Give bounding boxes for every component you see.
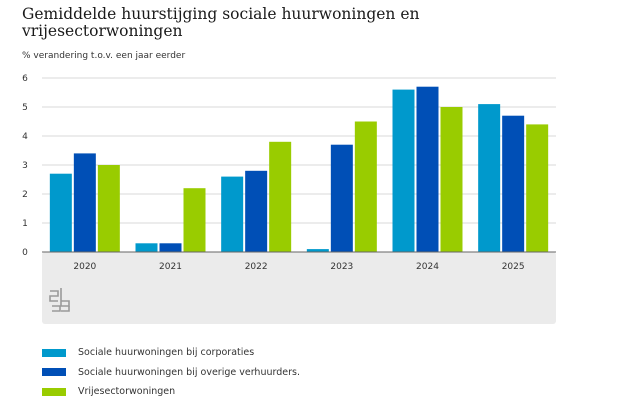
- legend-item: Vrijesectorwoningen: [42, 382, 300, 402]
- bar: [478, 104, 501, 252]
- bar: [392, 89, 415, 252]
- x-axis-panel: [42, 252, 556, 324]
- legend-swatch: [42, 348, 66, 357]
- legend: Sociale huurwoningen bij corporaties Soc…: [42, 343, 300, 402]
- bar: [221, 176, 244, 252]
- y-tick-label: 0: [22, 248, 28, 258]
- x-tick-label: 2023: [330, 262, 353, 272]
- bar: [416, 86, 439, 252]
- bars: [49, 86, 549, 252]
- legend-label: Vrijesectorwoningen: [78, 386, 176, 398]
- x-tick-label: 2024: [416, 262, 439, 272]
- bar: [245, 170, 268, 252]
- y-tick-label: 1: [22, 219, 28, 229]
- bar: [73, 153, 96, 252]
- legend-label: Sociale huurwoningen bij corporaties: [78, 347, 255, 359]
- y-tick-label: 5: [22, 103, 28, 113]
- x-tick-label: 2020: [73, 262, 96, 272]
- bar: [526, 124, 549, 252]
- legend-swatch: [42, 368, 66, 377]
- bar: [330, 144, 353, 252]
- bar: [135, 243, 158, 252]
- bar: [502, 115, 525, 252]
- legend-swatch: [42, 387, 66, 396]
- bar: [97, 165, 120, 252]
- y-tick-label: 4: [22, 132, 28, 142]
- y-tick-label: 2: [22, 190, 28, 200]
- x-tick-label: 2022: [245, 262, 268, 272]
- x-tick-labels: 2020 2021 2022 2023 2024 2025: [73, 262, 524, 272]
- cbs-logo-icon: [49, 288, 70, 312]
- x-tick-label: 2021: [159, 262, 182, 272]
- bar: [183, 188, 206, 252]
- legend-item: Sociale huurwoningen bij overige verhuur…: [42, 363, 300, 383]
- chart-title: Gemiddelde huurstijging sociale huurwoni…: [22, 5, 420, 40]
- bar: [269, 141, 292, 252]
- y-tick-label: 6: [22, 74, 28, 84]
- bar: [49, 173, 72, 252]
- bar: [306, 249, 329, 252]
- bar: [440, 107, 463, 252]
- x-tick-label: 2025: [502, 262, 525, 272]
- bar: [159, 243, 182, 252]
- y-axis-label: % verandering t.o.v. een jaar eerder: [22, 51, 186, 61]
- y-tick-labels: 0 1 2 3 4 5 6: [22, 74, 28, 258]
- grid-lines: [42, 77, 556, 224]
- y-tick-label: 3: [22, 161, 28, 171]
- bar: [354, 121, 377, 252]
- legend-item: Sociale huurwoningen bij corporaties: [42, 343, 300, 363]
- legend-label: Sociale huurwoningen bij overige verhuur…: [78, 366, 300, 378]
